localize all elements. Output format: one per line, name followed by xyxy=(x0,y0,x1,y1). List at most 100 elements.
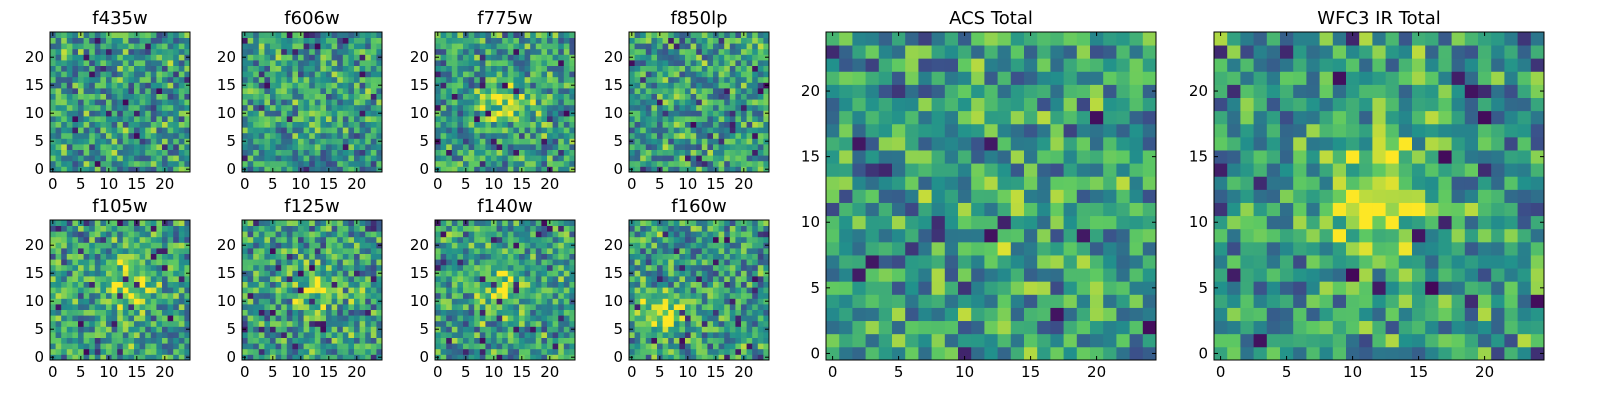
heatmap-cell xyxy=(111,144,118,150)
heatmap-cell xyxy=(530,270,537,277)
heatmap-cell xyxy=(55,43,62,50)
heatmap-cell xyxy=(690,270,697,277)
heatmap-cell xyxy=(286,121,293,128)
heatmap-cell xyxy=(679,82,686,89)
heatmap-cell xyxy=(83,242,90,249)
heatmap-cell xyxy=(365,71,372,78)
heatmap-cell xyxy=(326,99,332,106)
heatmap-cell xyxy=(713,116,719,122)
heatmap-cell xyxy=(275,166,282,173)
heatmap-cell xyxy=(446,88,453,94)
heatmap-cell xyxy=(100,82,107,89)
heatmap-cell xyxy=(134,54,140,61)
heatmap-cell xyxy=(292,121,299,128)
heatmap-cell xyxy=(61,149,68,156)
heatmap-cell xyxy=(348,292,355,299)
heatmap-cell xyxy=(707,93,714,100)
heatmap-cell xyxy=(563,326,570,333)
heatmap-cell xyxy=(150,149,157,156)
heatmap-cell xyxy=(502,138,509,145)
heatmap-cell xyxy=(100,292,107,299)
heatmap-cell xyxy=(507,43,514,50)
heatmap-cell xyxy=(757,54,764,61)
heatmap-cell xyxy=(535,354,542,361)
heatmap-cell xyxy=(309,116,316,122)
heatmap-cell xyxy=(541,348,548,355)
heatmap-cell xyxy=(673,337,680,344)
heatmap-cell xyxy=(83,121,90,128)
heatmap-cell xyxy=(331,242,338,249)
heatmap-cell xyxy=(173,166,180,173)
heatmap-cell xyxy=(502,82,509,89)
heatmap-cell xyxy=(55,160,62,167)
heatmap-cell xyxy=(94,127,101,134)
heatmap-cell xyxy=(264,281,271,288)
heatmap-cell xyxy=(541,48,548,55)
heatmap-cell xyxy=(463,320,469,327)
heatmap-cell xyxy=(50,248,56,254)
heatmap-cell xyxy=(563,155,570,162)
heatmap-cell xyxy=(61,332,68,338)
heatmap-cell xyxy=(348,37,355,44)
heatmap-cell xyxy=(264,270,271,277)
heatmap-cell xyxy=(298,337,304,344)
heatmap-cell xyxy=(690,121,697,128)
heatmap-cell xyxy=(173,76,180,83)
heatmap-cell xyxy=(72,337,79,344)
heatmap-cell xyxy=(337,276,344,282)
heatmap-cell xyxy=(558,298,565,305)
heatmap-cell xyxy=(365,315,372,322)
heatmap-cell xyxy=(145,138,152,145)
heatmap-cell xyxy=(485,320,492,327)
heatmap-cell xyxy=(247,155,254,162)
heatmap-cell xyxy=(337,281,344,288)
heatmap-cell xyxy=(122,110,129,117)
heatmap-cell xyxy=(474,304,481,310)
heatmap-cell xyxy=(78,259,84,266)
heatmap-cell xyxy=(763,309,770,316)
heatmap-cell xyxy=(507,315,514,322)
heatmap-cell xyxy=(83,127,90,134)
heatmap-cell xyxy=(468,236,475,243)
heatmap-cell xyxy=(679,88,686,94)
heatmap-cell xyxy=(100,276,107,282)
heatmap-cell xyxy=(365,127,372,134)
heatmap-cell xyxy=(485,60,492,66)
heatmap-cell xyxy=(184,320,191,327)
heatmap-cell xyxy=(354,37,360,44)
heatmap-cell xyxy=(535,337,542,344)
heatmap-cell xyxy=(242,88,248,94)
heatmap-cell xyxy=(348,298,355,305)
heatmap-cell xyxy=(247,315,254,322)
heatmap-cell xyxy=(370,337,377,344)
heatmap-cell xyxy=(150,354,157,361)
heatmap-cell xyxy=(72,110,79,117)
heatmap-cell xyxy=(314,315,321,322)
heatmap-cell xyxy=(303,276,310,282)
heatmap-cell xyxy=(558,88,565,94)
heatmap-cell xyxy=(264,259,271,266)
heatmap-cell xyxy=(713,82,719,89)
heatmap-cell xyxy=(292,354,299,361)
heatmap-cell xyxy=(507,144,514,150)
heatmap-cell xyxy=(502,270,509,277)
heatmap-cell xyxy=(50,76,56,83)
heatmap-cell xyxy=(167,32,174,38)
heatmap-cell xyxy=(440,116,447,122)
heatmap-cell xyxy=(156,259,163,266)
heatmap-cell xyxy=(496,337,503,344)
heatmap-cell xyxy=(89,155,96,162)
heatmap-cell xyxy=(55,287,62,294)
heatmap-cell xyxy=(320,76,327,83)
heatmap-cell xyxy=(558,320,565,327)
heatmap-cell xyxy=(547,121,553,128)
heatmap-cell xyxy=(337,116,344,122)
heatmap-cell xyxy=(552,264,559,271)
heatmap-cell xyxy=(640,348,647,355)
heatmap-cell xyxy=(258,160,265,167)
heatmap-cell xyxy=(634,270,641,277)
heatmap-cell xyxy=(690,276,697,282)
heatmap-cell xyxy=(264,231,271,238)
heatmap-cell xyxy=(435,71,441,78)
heatmap-cell xyxy=(66,304,73,310)
